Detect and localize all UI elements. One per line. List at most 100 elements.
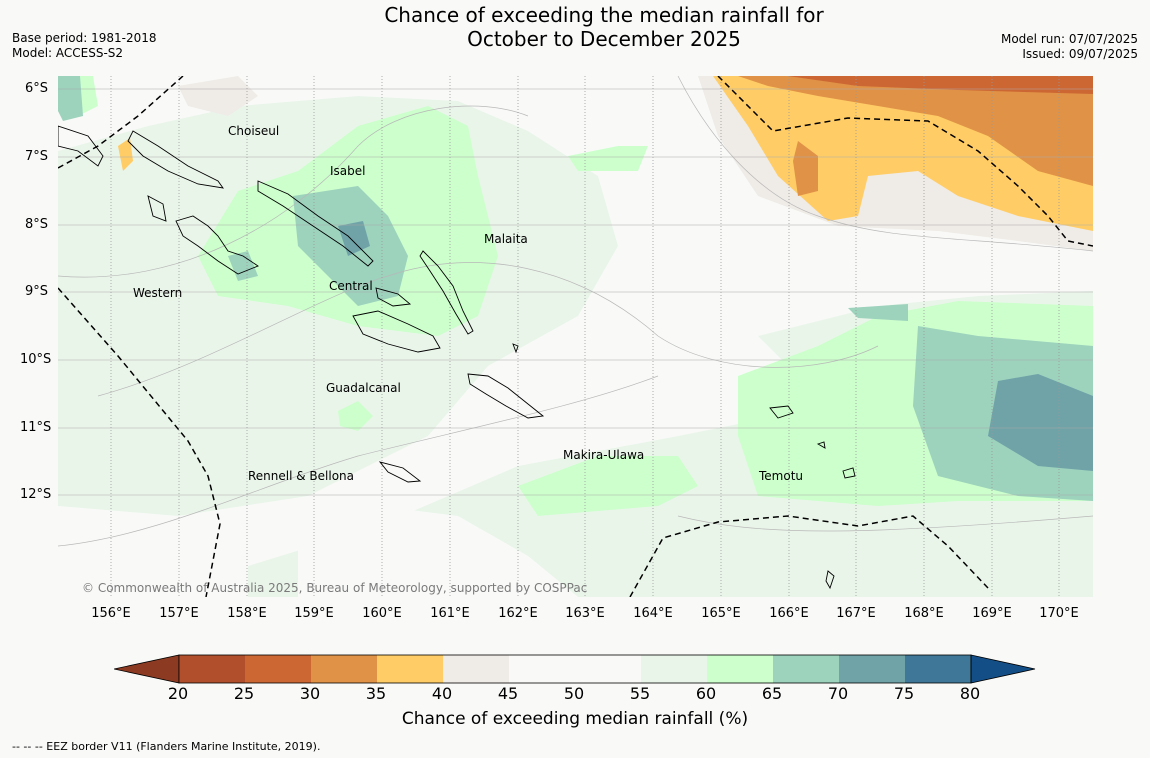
place-label-makira-ulawa: Makira-Ulawa — [563, 448, 645, 462]
lon-label-165e: 165°E — [701, 606, 741, 621]
latitude-gridlines — [58, 88, 1093, 496]
place-label-western: Western — [133, 286, 183, 300]
colorbar-tick-75: 75 — [893, 684, 915, 703]
page-title: Chance of exceeding the median rainfall … — [0, 3, 1150, 51]
lon-label-158e: 158°E — [227, 606, 267, 621]
region-65-70-nw — [58, 76, 83, 121]
colorbar-segment-30-35 — [311, 655, 377, 683]
colorbar-tick-50: 50 — [563, 684, 585, 703]
colorbar-under-arrow — [114, 654, 180, 684]
model-name: Model: ACCESS-S2 — [12, 46, 124, 60]
lon-label-167e: 167°E — [836, 606, 876, 621]
colorbar-segment-50-55 — [575, 655, 641, 683]
colorbar-tick-55: 55 — [629, 684, 651, 703]
lon-label-160e: 160°E — [362, 606, 402, 621]
lon-label-161e: 161°E — [430, 606, 470, 621]
lat-label-10s: 10°S — [20, 352, 52, 367]
region-35-40-west — [118, 138, 133, 171]
eez-border-northwest — [58, 76, 184, 169]
colorbar-tick-35: 35 — [365, 684, 387, 703]
region-60-65-makira — [518, 456, 698, 516]
island-choiseul — [127, 130, 224, 189]
colorbar-segment-70-75 — [839, 655, 905, 683]
colorbar-over-arrow — [970, 654, 1036, 684]
eez-border-west — [58, 287, 221, 597]
region-45-55-southwest — [298, 506, 578, 597]
lat-label-8s: 8°S — [24, 217, 48, 232]
colorbar-segment-35-40 — [377, 655, 443, 683]
colorbar-segment-55-60 — [641, 655, 707, 683]
island-malaita — [419, 250, 474, 335]
region-30-35-northeast — [738, 76, 1093, 186]
colorbar-tick-40: 40 — [431, 684, 453, 703]
colorbar-segment-20-25 — [179, 655, 245, 683]
colorbar-segment-40-45 — [443, 655, 509, 683]
colorbar-segment-25-30 — [245, 655, 311, 683]
island-central — [375, 287, 412, 307]
islands — [58, 125, 856, 590]
lon-label-164e: 164°E — [633, 606, 673, 621]
colorbar-tick-45: 45 — [497, 684, 519, 703]
colorbar-tick-70: 70 — [827, 684, 849, 703]
island-makira — [467, 373, 545, 419]
issued-date: Issued: 09/07/2025 — [1022, 47, 1138, 61]
place-label-rennell-bellona: Rennell & Bellona — [248, 469, 355, 483]
place-label-temotu: Temotu — [759, 469, 804, 483]
lon-label-163e: 163°E — [565, 606, 605, 621]
eez-borders — [58, 76, 1093, 597]
island-new-georgia — [175, 215, 259, 275]
region-60-65-northeast — [568, 146, 648, 171]
map-canvas — [58, 76, 1093, 597]
lon-label-159e: 159°E — [294, 606, 334, 621]
eez-border-south-east — [629, 515, 989, 597]
lon-label-157e: 157°E — [159, 606, 199, 621]
island-guadalcanal — [352, 310, 441, 353]
lat-label-7s: 7°S — [24, 149, 48, 164]
colorbar-segment-65-70 — [773, 655, 839, 683]
island-santa-cruz — [769, 405, 794, 419]
lat-label-12s: 12°S — [20, 487, 52, 502]
colorbar-frame — [178, 654, 972, 684]
island-bougainville — [58, 125, 104, 167]
meta-right: Model run: 07/07/2025 Issued: 09/07/2025 — [1001, 32, 1138, 62]
region-60-65-guadalcanal — [338, 401, 373, 431]
region-70-75-central — [338, 221, 370, 256]
island-ulawa — [512, 343, 519, 354]
base-period: Base period: 1981-2018 — [12, 31, 157, 45]
lat-label-6s: 6°S — [24, 81, 48, 96]
eez-border-north-east — [717, 76, 1093, 247]
eez-footnote: -- -- -- EEZ border V11 (Flanders Marine… — [12, 740, 321, 753]
colorbar-segment-60-65 — [707, 655, 773, 683]
lon-label-168e: 168°E — [904, 606, 944, 621]
lat-label-11s: 11°S — [20, 420, 52, 435]
colorbar-label: Chance of exceeding median rainfall (%) — [401, 709, 749, 729]
island-small-2 — [816, 441, 826, 449]
island-isabel — [257, 180, 374, 267]
island-small-3 — [825, 570, 835, 590]
lon-label-166e: 166°E — [769, 606, 809, 621]
island-rennell — [378, 461, 422, 483]
lat-label-9s: 9°S — [24, 284, 48, 299]
place-label-choiseul: Choiseul — [228, 124, 280, 138]
colorbar — [114, 654, 1036, 684]
lon-label-162e: 162°E — [498, 606, 538, 621]
colorbar-tick-60: 60 — [695, 684, 717, 703]
model-run: Model run: 07/07/2025 — [1000, 32, 1138, 46]
meta-left: Base period: 1981-2018 Model: ACCESS-S2 — [12, 31, 157, 61]
colorbar-segment-75-80 — [905, 655, 971, 683]
region-40-45-small — [178, 76, 258, 116]
colorbar-tick-30: 30 — [299, 684, 321, 703]
colorbar-tick-20: 20 — [167, 684, 189, 703]
lon-label-169e: 169°E — [972, 606, 1012, 621]
copyright-notice: © Commonwealth of Australia 2025, Bureau… — [82, 581, 588, 595]
region-30-35-blob — [793, 141, 818, 196]
region-65-70-small — [228, 251, 258, 281]
place-label-central: Central — [329, 279, 373, 293]
lon-label-170e: 170°E — [1039, 606, 1079, 621]
place-label-malaita: Malaita — [484, 232, 528, 246]
island-shortlands — [147, 195, 167, 222]
contour-lines — [58, 76, 1093, 547]
island-small-1 — [842, 467, 856, 479]
region-65-70-band — [848, 304, 908, 321]
region-70-75-east — [988, 374, 1093, 471]
